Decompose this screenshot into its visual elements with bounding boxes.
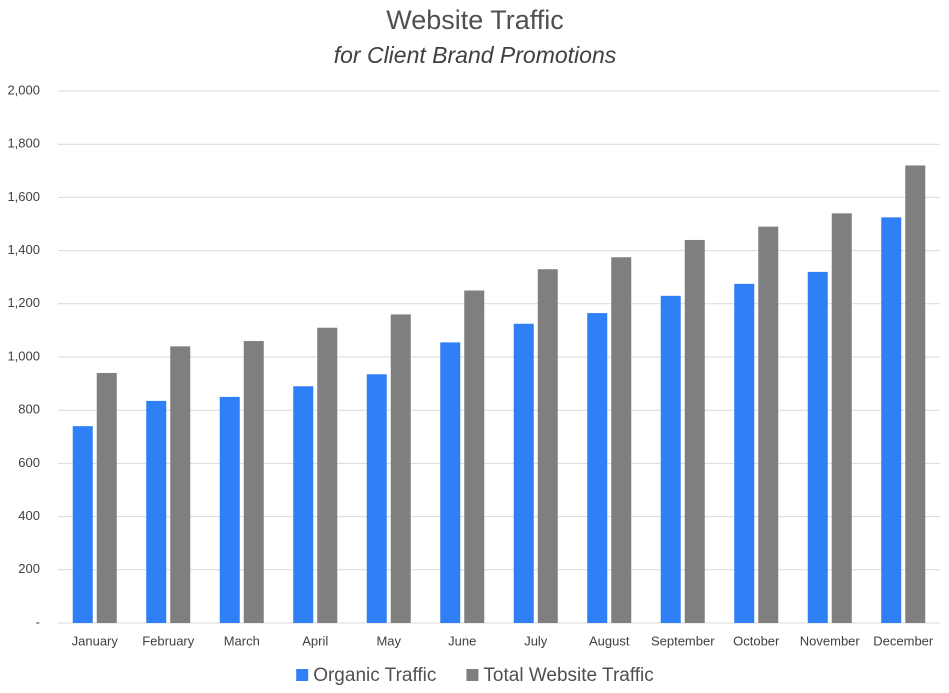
bar — [734, 283, 755, 623]
bar — [72, 426, 93, 623]
bar — [587, 313, 608, 623]
bar — [905, 165, 926, 624]
x-tick-label: July — [524, 633, 548, 648]
x-tick-label: May — [376, 633, 401, 648]
bar — [390, 314, 411, 623]
y-tick-label: 1,400 — [7, 242, 40, 257]
legend-label: Total Website Traffic — [483, 665, 653, 686]
bar — [513, 323, 534, 623]
legend-swatch — [296, 669, 309, 681]
x-tick-label: October — [733, 633, 780, 648]
bar — [440, 342, 461, 623]
legend-swatch — [466, 669, 479, 681]
bar — [881, 217, 902, 623]
chart-subtitle: for Client Brand Promotions — [334, 42, 617, 68]
x-tick-label: June — [448, 633, 476, 648]
x-tick-label: December — [873, 633, 934, 648]
y-tick-label: 600 — [18, 455, 40, 470]
legend-label: Organic Traffic — [313, 665, 436, 686]
y-tick-label: 2,000 — [7, 82, 40, 97]
bar — [807, 271, 828, 623]
x-tick-label: January — [72, 633, 119, 648]
bar — [611, 257, 632, 623]
y-tick-label: 1,600 — [7, 189, 40, 204]
x-tick-label: November — [800, 633, 861, 648]
bar — [219, 396, 240, 623]
x-tick-label: February — [142, 633, 195, 648]
bar — [96, 372, 117, 623]
y-tick-label: 1,000 — [7, 348, 40, 363]
bar — [146, 400, 167, 623]
x-tick-label: March — [224, 633, 260, 648]
bar — [758, 226, 779, 623]
x-tick-label: September — [651, 633, 715, 648]
bar — [317, 327, 338, 623]
x-tick-label: April — [302, 633, 328, 648]
bar — [684, 239, 705, 623]
y-tick-label: 1,800 — [7, 136, 40, 151]
bar — [537, 269, 558, 623]
y-tick-label: 1,200 — [7, 295, 40, 310]
bar — [243, 341, 264, 623]
bar — [831, 213, 852, 624]
bar — [660, 295, 681, 623]
y-tick-label: 200 — [18, 561, 40, 576]
bar — [170, 346, 191, 623]
bar — [464, 290, 485, 623]
y-tick-label: 400 — [18, 508, 40, 523]
x-tick-label: August — [589, 633, 630, 648]
y-tick-label: 800 — [18, 402, 40, 417]
chart-title: Website Traffic — [386, 5, 564, 35]
bar — [293, 386, 314, 623]
bar — [366, 374, 387, 623]
y-tick-label: - — [36, 614, 40, 629]
